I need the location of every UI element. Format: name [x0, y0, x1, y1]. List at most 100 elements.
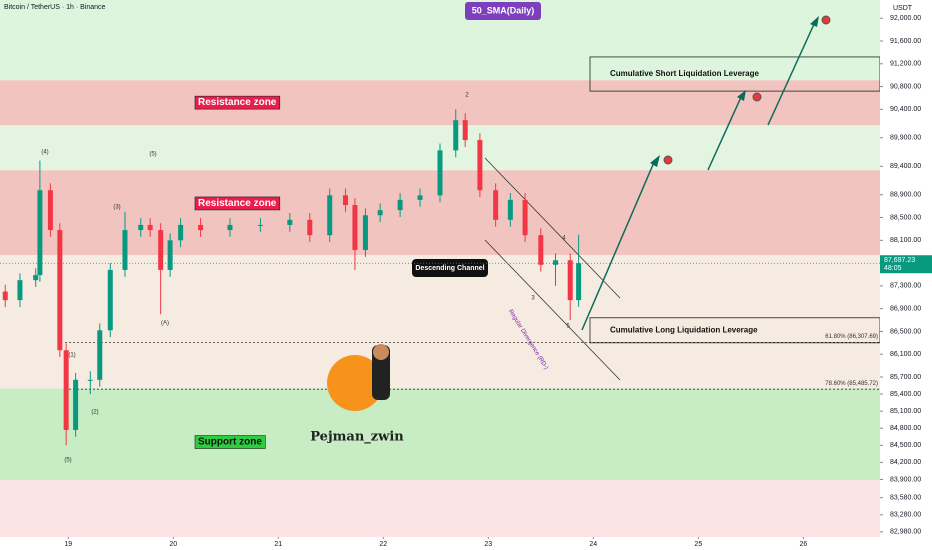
- candle-body: [107, 269, 113, 331]
- plot: (4) (5) (3) (1) (2) (5) (A) 2 3 4 5: [2, 15, 831, 464]
- avatar: [372, 345, 390, 400]
- candle-body: [17, 280, 23, 301]
- wave-label: (4): [41, 150, 48, 156]
- band: [0, 480, 880, 537]
- candle-body: [362, 215, 368, 250]
- candle-body: [87, 379, 93, 381]
- y-tick-label: 86,500.00: [890, 328, 921, 335]
- liquidation-label: Cumulative Long Liquidation Leverage: [610, 325, 758, 334]
- candle-body: [2, 291, 8, 301]
- arrow-head: [650, 155, 660, 167]
- y-tick-label: 83,900.00: [890, 476, 921, 483]
- y-tick-label: 90,400.00: [890, 106, 921, 113]
- x-tick-label: 26: [799, 541, 807, 548]
- candle-body: [327, 195, 333, 236]
- candle-body: [287, 219, 293, 225]
- target: [663, 155, 673, 165]
- candle-body: [462, 120, 468, 141]
- y-tick-label: 84,500.00: [890, 442, 921, 449]
- candle-body: [198, 224, 204, 231]
- y-tick-label: 90,800.00: [890, 83, 921, 90]
- wave-label: 4: [562, 236, 566, 242]
- candle-body: [417, 195, 423, 200]
- band: [0, 80, 880, 126]
- arrow: [767, 21, 816, 126]
- x-tick-label: 21: [274, 541, 282, 548]
- candle-body: [352, 205, 358, 250]
- y-tick-label: 88,500.00: [890, 214, 921, 221]
- logo: [327, 355, 383, 411]
- candle-body: [73, 379, 79, 430]
- candle-body: [178, 224, 184, 241]
- y-tick-label: 85,100.00: [890, 408, 921, 415]
- y-tick-label: 91,200.00: [890, 61, 921, 68]
- x-tick-label: 24: [589, 541, 597, 548]
- avatar-head: [373, 344, 389, 360]
- x-axis-bg: [0, 537, 880, 550]
- x-tick-label: 22: [379, 541, 387, 548]
- candle-body: [553, 260, 559, 265]
- channel-line: [484, 157, 621, 299]
- wave-label: (A): [161, 321, 169, 327]
- candle-body: [437, 150, 443, 196]
- candle-body: [138, 224, 144, 231]
- y-tick-label: 84,800.00: [890, 425, 921, 432]
- wave-label: (5): [64, 458, 71, 464]
- wave-label: (3): [113, 205, 120, 211]
- y-tick-label: 86,900.00: [890, 305, 921, 312]
- arrow: [707, 94, 743, 171]
- candle-body: [538, 235, 544, 265]
- zone-label-bg: [194, 196, 281, 211]
- y-tick-label: 83,580.00: [890, 495, 921, 502]
- last-price-bg: [880, 255, 932, 274]
- candle-body: [37, 190, 43, 276]
- candle-body: [377, 210, 383, 216]
- wave-label: 3: [531, 296, 535, 302]
- wave-label: (2): [91, 410, 98, 416]
- currency: USDT: [893, 5, 913, 12]
- candle-body: [167, 240, 173, 270]
- candle-body: [47, 190, 53, 231]
- arrow-head: [737, 90, 746, 101]
- candle-body: [158, 230, 164, 270]
- x-tick-label: 25: [694, 541, 702, 548]
- zone-label: Resistance zone: [198, 198, 277, 209]
- level-label: 78.60% (85,485.72): [825, 381, 878, 387]
- liquidation-label: Cumulative Short Liquidation Leverage: [610, 69, 759, 78]
- candle-body: [397, 199, 403, 211]
- target: [752, 92, 762, 102]
- band: [0, 0, 880, 81]
- indicator-button[interactable]: [465, 2, 541, 20]
- candle-body: [307, 219, 313, 236]
- zone-label-bg: [194, 95, 281, 110]
- level-label: 61.80% (86,307.69): [825, 334, 878, 340]
- zone-label: Resistance zone: [198, 97, 277, 108]
- zone-label-bg: [194, 435, 266, 449]
- x-tick-label: 23: [484, 541, 492, 548]
- wave-label: (5): [149, 152, 156, 158]
- candle-body: [507, 199, 513, 220]
- y-tick-label: 82,980.00: [890, 529, 921, 536]
- last-price: 87,697.23: [884, 257, 915, 264]
- y-tick-label: 89,900.00: [890, 135, 921, 142]
- zone-label: Support zone: [198, 437, 262, 448]
- candle-body: [493, 190, 499, 220]
- candle-body: [342, 195, 348, 206]
- candle-body: [257, 224, 263, 226]
- y-tick-label: 83,280.00: [890, 512, 921, 519]
- wave-label: (1): [68, 353, 75, 359]
- y-tick-label: 92,000.00: [890, 15, 921, 22]
- y-tick-label: 87,300.00: [890, 283, 921, 290]
- arrow: [581, 159, 656, 331]
- y-tick-label: 85,700.00: [890, 374, 921, 381]
- y-tick-label: 85,400.00: [890, 391, 921, 398]
- candle-body: [477, 140, 483, 191]
- candle-body: [453, 120, 459, 151]
- candle-body: [57, 230, 63, 351]
- target: [821, 15, 831, 25]
- y-tick-label: 91,600.00: [890, 38, 921, 45]
- y-tick-label: 88,900.00: [890, 192, 921, 199]
- y-tick-label: 89,400.00: [890, 163, 921, 170]
- y-tick-label: 86,100.00: [890, 351, 921, 358]
